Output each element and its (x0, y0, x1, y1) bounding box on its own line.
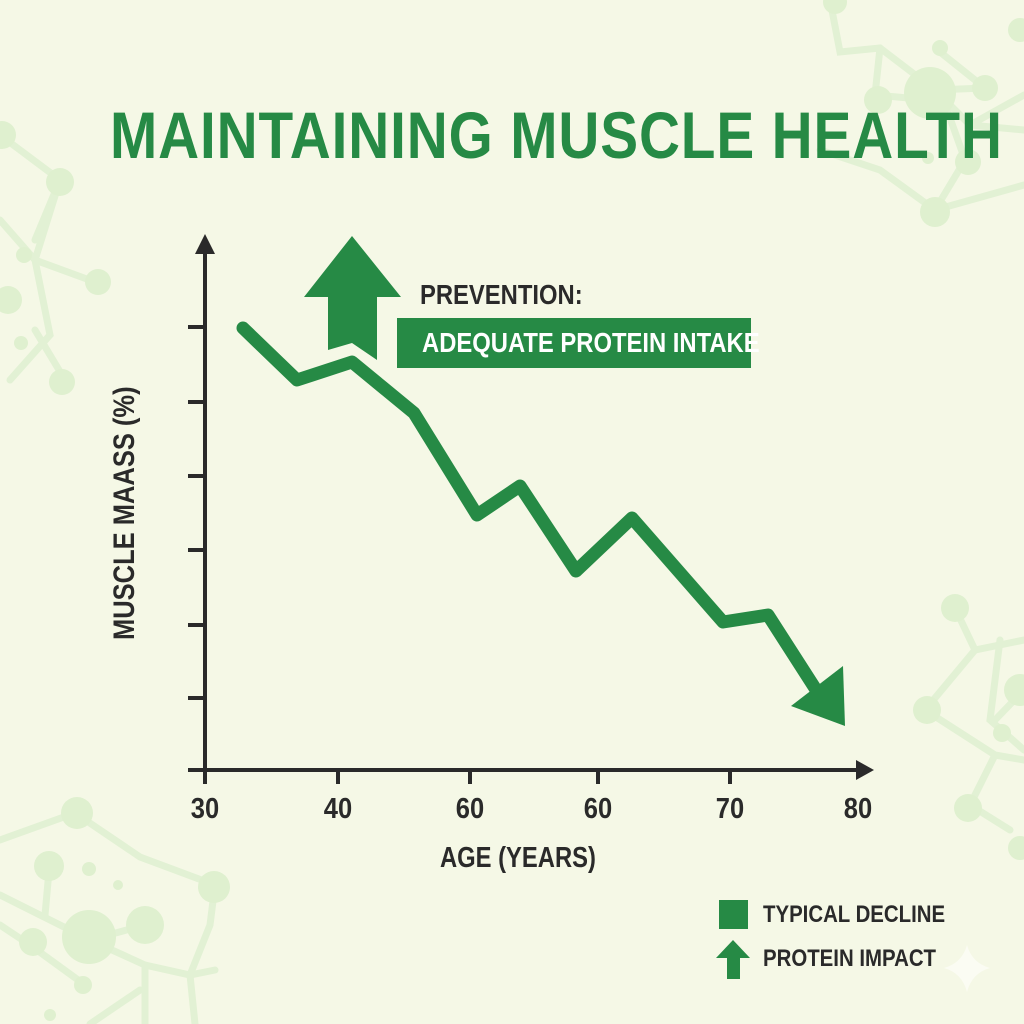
green-square-icon (719, 900, 748, 929)
x-tick-label: 60 (583, 793, 613, 825)
up-arrow-icon (716, 940, 750, 979)
x-axis-ticks (203, 770, 732, 784)
prevention-callout-box: ADEQUATE PROTEIN INTAKE (397, 318, 760, 368)
y-axis-ticks (188, 325, 205, 700)
x-axis-label: AGE (YEARS) (440, 842, 596, 874)
y-axis-label: MUSCLE MAASS (%) (108, 386, 141, 640)
sparkle-icon (944, 945, 990, 992)
legend: TYPICAL DECLINE PROTEIN IMPACT (715, 895, 1015, 985)
x-tick-label: 40 (323, 793, 353, 825)
typical-decline-line (236, 321, 827, 703)
x-tick-label: 60 (455, 793, 485, 825)
x-axis-arrow-icon (856, 760, 874, 780)
decline-arrowhead-icon (791, 666, 845, 726)
legend-label: PROTEIN IMPACT (763, 945, 937, 972)
y-axis-arrow-icon (195, 234, 215, 254)
prevention-callout-text: ADEQUATE PROTEIN INTAKE (422, 327, 760, 358)
legend-label: TYPICAL DECLINE (763, 901, 946, 928)
legend-item-protein-impact: PROTEIN IMPACT (715, 939, 1015, 979)
x-tick-label: 70 (715, 793, 745, 825)
legend-item-typical-decline: TYPICAL DECLINE (715, 895, 1015, 935)
protein-impact-up-arrow-icon (304, 236, 401, 360)
x-tick-label: 80 (843, 793, 873, 825)
prevention-label: PREVENTION: (420, 279, 583, 310)
x-tick-label: 30 (190, 793, 220, 825)
